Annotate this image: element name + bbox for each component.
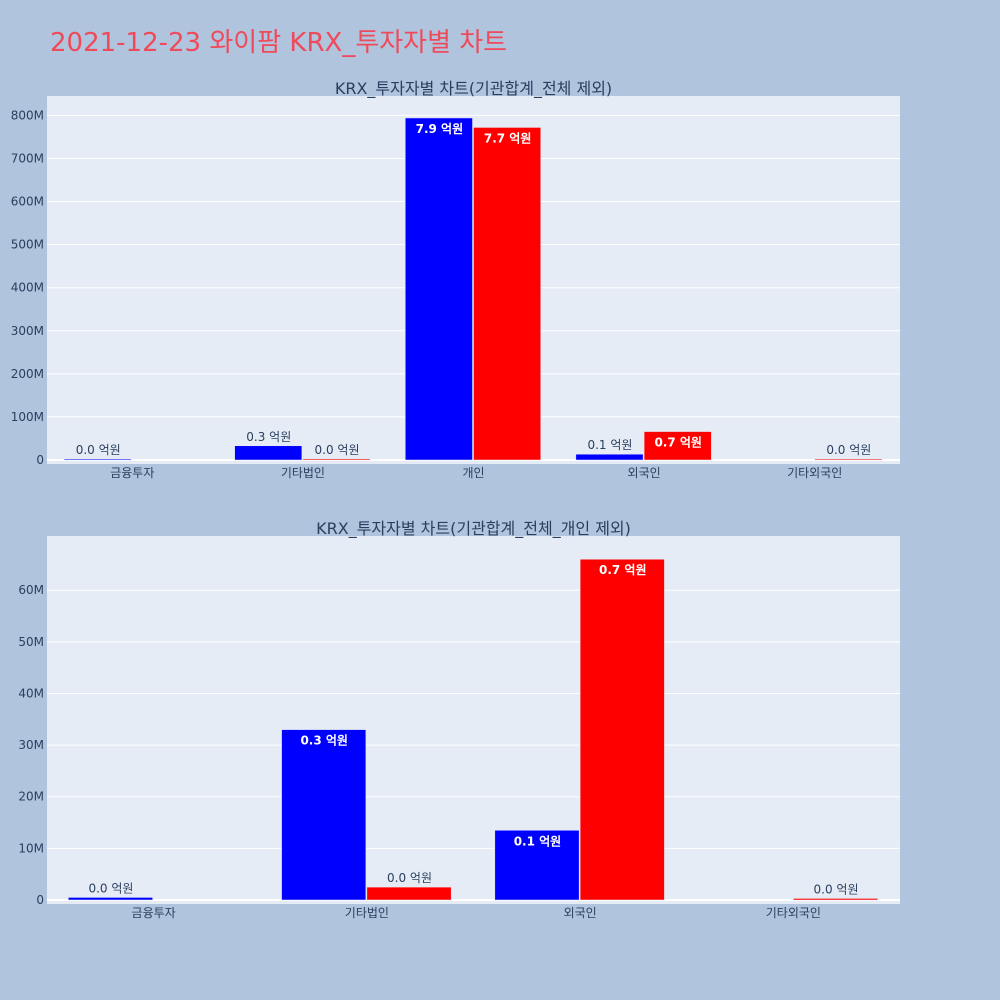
bar bbox=[793, 898, 878, 901]
data-label: 0.1 억원 bbox=[587, 438, 632, 452]
bar bbox=[405, 117, 473, 461]
data-label: 0.0 억원 bbox=[76, 443, 121, 457]
data-label: 7.9 억원 bbox=[416, 122, 464, 136]
data-label: 7.7 억원 bbox=[484, 131, 532, 145]
bar bbox=[643, 431, 712, 461]
bar bbox=[68, 897, 153, 901]
x-tick-label: 기타법인 bbox=[281, 466, 325, 480]
chart-2: 0 10M 20M 30M 40M 50M 60M KRX_투자자별 차트(기관합계_전체_개… bbox=[18, 519, 900, 920]
y-tick-label: 30M bbox=[18, 738, 44, 752]
x-tick-label: 기타법인 bbox=[345, 906, 389, 920]
data-label: 0.0 억원 bbox=[88, 881, 133, 895]
bar bbox=[473, 127, 541, 461]
data-label: 0.0 억원 bbox=[814, 882, 859, 896]
data-label: 0.3 억원 bbox=[300, 734, 348, 748]
x-tick-label: 금융투자 bbox=[110, 466, 154, 480]
bar bbox=[814, 458, 883, 461]
y-tick-label: 200M bbox=[11, 367, 44, 381]
bar bbox=[63, 458, 132, 461]
y-tick-label: 600M bbox=[11, 195, 44, 209]
x-tick-label: 기타외국인 bbox=[787, 466, 842, 480]
x-tick-label: 개인 bbox=[462, 466, 484, 480]
y-tick-label: 700M bbox=[11, 151, 44, 165]
data-label: 0.0 억원 bbox=[315, 443, 360, 457]
y-tick-label: 60M bbox=[18, 583, 44, 597]
bar bbox=[579, 558, 665, 901]
bar bbox=[575, 453, 644, 461]
bar bbox=[302, 458, 371, 461]
y-tick-label: 300M bbox=[11, 324, 44, 338]
bar bbox=[234, 445, 303, 461]
y-tick-label: 800M bbox=[11, 108, 44, 122]
data-label: 0.0 억원 bbox=[387, 871, 432, 885]
plot-area bbox=[47, 536, 900, 904]
data-label: 0.7 억원 bbox=[654, 436, 702, 450]
x-tick-label: 금융투자 bbox=[132, 906, 176, 920]
chart-1: 0 100M 200M 300M 400M 500M 600M 700M 800M KRX_투자자… bbox=[11, 79, 900, 480]
y-tick-label: 10M bbox=[18, 841, 44, 855]
data-label: 0.1 억원 bbox=[514, 834, 562, 848]
y-tick-label: 0 bbox=[36, 453, 44, 467]
x-tick-label: 기타외국인 bbox=[766, 906, 821, 920]
y-tick-label: 50M bbox=[18, 635, 44, 649]
y-tick-label: 500M bbox=[11, 238, 44, 252]
y-tick-label: 100M bbox=[11, 410, 44, 424]
bar bbox=[366, 886, 452, 901]
chart-title: KRX_투자자별 차트(기관합계_전체_개인 제외) bbox=[316, 519, 631, 539]
page-title: 2021-12-23 와이팜 KRX_투자자별 차트 bbox=[50, 28, 508, 58]
y-tick-label: 20M bbox=[18, 790, 44, 804]
bar bbox=[494, 830, 580, 901]
bar bbox=[281, 729, 367, 901]
x-tick-label: 외국인 bbox=[564, 906, 597, 920]
x-tick-label: 외국인 bbox=[628, 466, 661, 480]
data-label: 0.0 억원 bbox=[826, 443, 871, 457]
y-tick-label: 40M bbox=[18, 686, 44, 700]
y-tick-label: 0 bbox=[36, 893, 44, 907]
chart-title: KRX_투자자별 차트(기관합계_전체 제외) bbox=[335, 79, 612, 99]
data-label: 0.3 억원 bbox=[246, 430, 291, 444]
y-tick-label: 400M bbox=[11, 281, 44, 295]
data-label: 0.7 억원 bbox=[599, 563, 647, 577]
